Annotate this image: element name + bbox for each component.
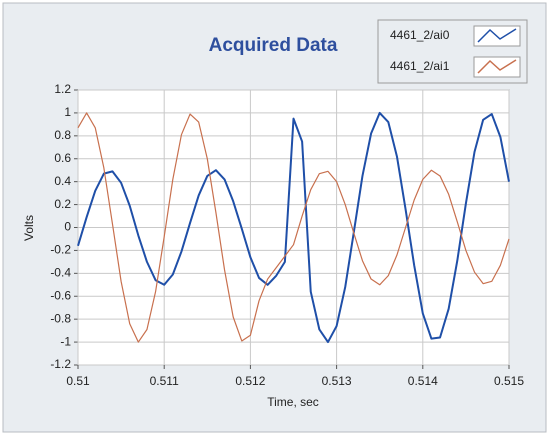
data-line	[77, 111, 510, 344]
y-tick-label: 0.6	[54, 151, 71, 165]
x-tick-label: 0.512	[235, 374, 265, 388]
y-tick-label: 1.2	[54, 82, 71, 96]
y-tick-label: 0.4	[54, 174, 71, 188]
y-tick-label: -0.8	[50, 311, 71, 325]
y-tick-label: 0	[64, 220, 71, 234]
x-axis-label: Time, sec	[267, 395, 319, 409]
x-tick-label: 0.515	[494, 374, 524, 388]
y-tick-label: -1	[60, 334, 71, 348]
legend-label: 4461_2/ai0	[390, 28, 450, 42]
chart-title: Acquired Data	[209, 35, 338, 56]
x-tick-label: 0.514	[408, 374, 438, 388]
legend-swatch	[477, 28, 517, 43]
y-axis-label: Volts	[22, 215, 36, 241]
y-tick-label: -1.2	[50, 357, 71, 371]
y-tick-label: -0.2	[50, 243, 71, 257]
y-tick-label: -0.4	[50, 266, 71, 280]
data-line	[77, 112, 510, 343]
y-tick-label: 1	[64, 105, 71, 119]
legend: 4461_2/ai0 4461_2/ai1	[377, 19, 528, 84]
legend-swatch	[477, 59, 517, 74]
y-tick-label: 0.8	[54, 128, 71, 142]
y-tick-label: -0.6	[50, 288, 71, 302]
x-tick-label: 0.513	[322, 374, 352, 388]
legend-label: 4461_2/ai1	[390, 59, 450, 73]
y-tick-label: 0.2	[54, 197, 71, 211]
x-tick-label: 0.511	[150, 374, 179, 388]
x-tick-label: 0.51	[66, 374, 90, 388]
